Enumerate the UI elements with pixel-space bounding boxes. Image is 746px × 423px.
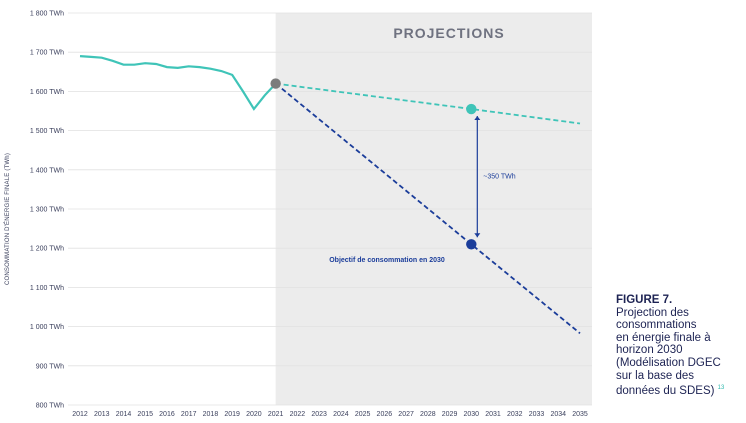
- x-tick-label: 2029: [442, 411, 458, 418]
- y-tick-label: 900 TWh: [36, 363, 64, 370]
- caption-line: (Modélisation DGEC: [616, 356, 721, 369]
- y-tick-label: 1 300 TWh: [30, 207, 64, 214]
- y-tick-label: 1 400 TWh: [30, 167, 64, 174]
- x-tick-label: 2018: [203, 411, 219, 418]
- x-tick-label: 2025: [355, 411, 371, 418]
- y-axis-label: CONSOMMATION D'ÉNERGIE FINALE (TWh): [4, 153, 11, 285]
- caption-line: horizon 2030: [616, 344, 683, 357]
- series-line-1: [275, 82, 581, 125]
- x-tick-label: 2030: [464, 411, 480, 418]
- caption-line-text: données du SDES): [616, 384, 715, 397]
- marker-1: [466, 103, 477, 115]
- caption-line: en énergie finale à: [616, 331, 711, 344]
- x-tick-label: 2034: [550, 411, 566, 418]
- gap-arrow-head-bottom: [474, 233, 481, 238]
- x-tick-label: 2024: [333, 411, 349, 418]
- x-tick-label: 2015: [137, 411, 153, 418]
- caption-line: Projection des: [616, 306, 689, 319]
- x-tick-label: 2017: [181, 411, 197, 418]
- y-tick-label: 1 100 TWh: [30, 285, 64, 292]
- caption-line: consommations: [616, 319, 697, 332]
- y-tick-label: 1 000 TWh: [30, 324, 64, 331]
- x-tick-label: 2014: [116, 411, 132, 418]
- gap-annotation: [474, 116, 481, 238]
- y-tick-label: 800 TWh: [36, 403, 64, 410]
- x-tick-label: 2012: [72, 411, 88, 418]
- y-tick-label: 1 200 TWh: [30, 246, 64, 253]
- gap-label: ~350 TWh: [483, 174, 515, 181]
- marker-0: [270, 78, 281, 89]
- gap-arrow-head-top: [474, 116, 481, 121]
- y-tick-label: 1 600 TWh: [30, 89, 64, 96]
- y-tick-label: 1 500 TWh: [30, 128, 64, 135]
- objective-label: Objectif de consommation en 2030: [329, 257, 445, 264]
- x-tick-label: 2032: [507, 411, 523, 418]
- caption-line: données du SDES) 13: [616, 382, 744, 397]
- x-tick-label: 2016: [159, 411, 175, 418]
- x-tick-label: 2023: [311, 411, 327, 418]
- caption-line: sur la base des: [616, 369, 694, 382]
- x-tick-label: 2031: [485, 411, 501, 418]
- x-tick-label: 2020: [246, 411, 262, 418]
- figure-caption: FIGURE 7. Projection des consommations e…: [616, 294, 744, 398]
- x-tick-label: 2035: [572, 411, 588, 418]
- y-tick-label: 1 800 TWh: [30, 11, 64, 18]
- x-axis-ticks: 2012 2013 2014 2015 2016 2017 2018 2019 2020 2021…: [72, 411, 588, 418]
- x-tick-label: 2027: [398, 411, 414, 418]
- series-group: [79, 55, 581, 334]
- x-tick-label: 2021: [268, 411, 284, 418]
- x-tick-label: 2013: [94, 411, 110, 418]
- x-tick-label: 2026: [377, 411, 393, 418]
- x-tick-label: 2028: [420, 411, 436, 418]
- x-tick-label: 2033: [529, 411, 545, 418]
- y-tick-label: 1 700 TWh: [30, 50, 64, 57]
- markers-group: [270, 78, 477, 250]
- grid-lines: [68, 12, 592, 406]
- series-line-0: [79, 55, 277, 111]
- marker-2: [466, 239, 477, 250]
- figure-number: FIGURE 7.: [616, 294, 673, 306]
- projections-label: PROJECTIONS: [393, 25, 504, 41]
- x-tick-label: 2019: [224, 411, 240, 418]
- x-tick-label: 2022: [290, 411, 306, 418]
- y-axis-ticks: 800 TWh 900 TWh 1 000 TWh 1 100 TWh 1 200 TW…: [30, 11, 64, 410]
- footnote-ref: 13: [717, 385, 725, 392]
- series-line-2: [275, 82, 581, 334]
